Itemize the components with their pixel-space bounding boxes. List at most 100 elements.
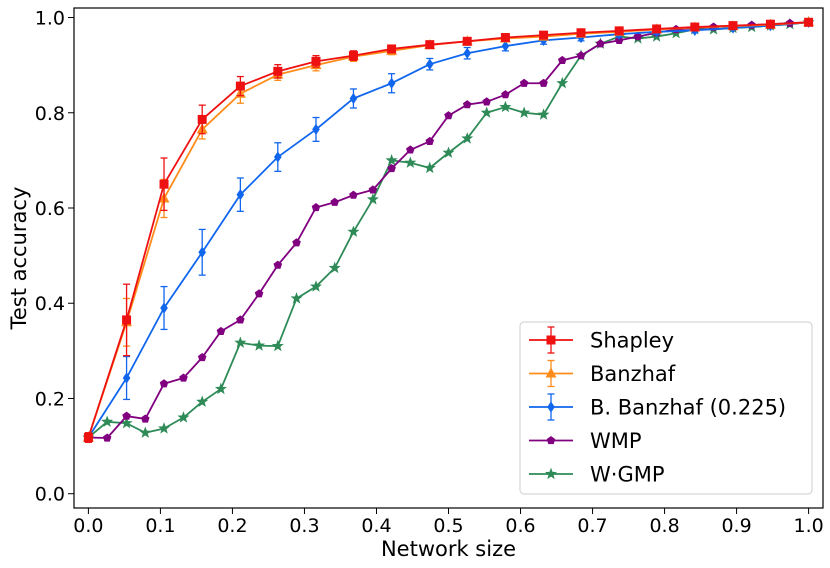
legend-entry: B. Banzhaf (0.225): [529, 393, 786, 421]
legend-entry: W·GMP: [529, 463, 665, 487]
data-point: [519, 78, 529, 87]
data-point: [576, 28, 586, 38]
data-point: [236, 315, 245, 324]
data-point: [614, 26, 624, 36]
data-point: [271, 339, 284, 352]
data-point: [179, 373, 188, 382]
x-axis: 0.0 0.1 0.2 0.3 0.4 0.5 0.6 0.7 0.8 0.9 1.0: [73, 508, 824, 537]
data-point: [122, 315, 132, 325]
data-point: [596, 39, 605, 48]
y-tick-label: 0.0: [35, 484, 65, 506]
data-point: [539, 30, 549, 40]
y-tick-label: 1.0: [35, 8, 65, 30]
data-point: [423, 161, 436, 174]
data-point: [501, 90, 510, 99]
data-point: [214, 382, 227, 395]
legend-entry: Shapley: [529, 326, 674, 354]
x-tick-label: 0.8: [649, 515, 679, 537]
data-point: [139, 426, 152, 438]
data-point: [537, 108, 550, 120]
legend-marker: [545, 367, 557, 378]
data-point: [765, 19, 775, 29]
data-point: [690, 22, 700, 32]
data-point: [482, 97, 491, 106]
data-point: [385, 154, 398, 166]
data-point: [462, 36, 472, 46]
y-tick-label: 0.6: [35, 198, 65, 220]
data-point: [652, 24, 662, 34]
data-point: [347, 225, 360, 237]
data-point: [539, 78, 548, 87]
data-point: [102, 433, 112, 442]
data-point: [197, 353, 207, 362]
x-tick-label: 0.0: [73, 515, 103, 537]
legend-entry: Banzhaf: [529, 359, 676, 388]
data-point: [804, 17, 814, 27]
data-point: [122, 372, 131, 384]
data-point: [328, 261, 341, 274]
data-point: [404, 156, 417, 168]
data-point: [158, 422, 171, 434]
x-tick-label: 0.7: [577, 515, 607, 537]
data-point: [348, 51, 358, 61]
x-tick-label: 0.4: [361, 515, 391, 537]
legend-label: W·GMP: [590, 463, 665, 487]
data-point: [234, 336, 247, 348]
data-point: [500, 33, 510, 43]
data-point: [461, 132, 474, 144]
data-point: [312, 123, 320, 136]
y-tick-label: 0.4: [35, 293, 65, 315]
data-point: [501, 40, 510, 52]
series-line: [87, 21, 809, 438]
data-point: [83, 433, 93, 443]
legend-label: Banzhaf: [590, 362, 676, 386]
y-axis-label: Test accuracy: [7, 187, 31, 331]
data-point: [216, 326, 226, 335]
legend: Shapley Banzhaf B. Banzhaf (0.225) WMP W·GMP: [519, 321, 813, 495]
data-point: [197, 114, 207, 124]
plot-area: [82, 15, 815, 444]
data-point: [198, 246, 207, 258]
data-point: [290, 292, 303, 304]
data-point: [254, 289, 264, 298]
data-point: [349, 190, 358, 199]
data-point: [556, 76, 569, 89]
data-point: [273, 66, 283, 76]
data-point: [425, 136, 435, 145]
data-point: [442, 146, 455, 158]
data-point: [101, 415, 114, 427]
data-point: [425, 40, 435, 50]
data-point: [633, 32, 643, 41]
data-point: [177, 411, 190, 423]
legend-label: B. Banzhaf (0.225): [590, 396, 786, 420]
data-point: [311, 56, 321, 66]
legend-marker: [546, 436, 556, 445]
data-point: [273, 151, 282, 163]
legend-marker: [546, 335, 556, 345]
y-tick-label: 0.8: [35, 103, 65, 125]
legend-marker: [544, 467, 558, 480]
series-line: [87, 21, 809, 439]
legend-label: WMP: [590, 429, 642, 453]
data-point: [120, 416, 133, 429]
data-point: [159, 379, 169, 388]
data-point: [387, 77, 396, 89]
x-tick-label: 0.6: [505, 515, 535, 537]
data-point: [273, 260, 283, 269]
data-point: [368, 185, 378, 194]
data-point: [253, 339, 266, 351]
data-point: [141, 414, 150, 423]
data-point: [406, 145, 415, 154]
legend-marker: [547, 401, 555, 413]
y-tick-label: 0.2: [35, 388, 65, 410]
data-point: [518, 106, 531, 118]
data-point: [425, 58, 434, 70]
data-point: [387, 163, 396, 173]
plot-frame: [73, 7, 824, 509]
x-tick-label: 0.1: [145, 515, 175, 537]
x-tick-label: 0.3: [289, 515, 319, 537]
data-point: [309, 280, 322, 292]
data-point: [728, 21, 738, 31]
data-point: [463, 47, 472, 59]
